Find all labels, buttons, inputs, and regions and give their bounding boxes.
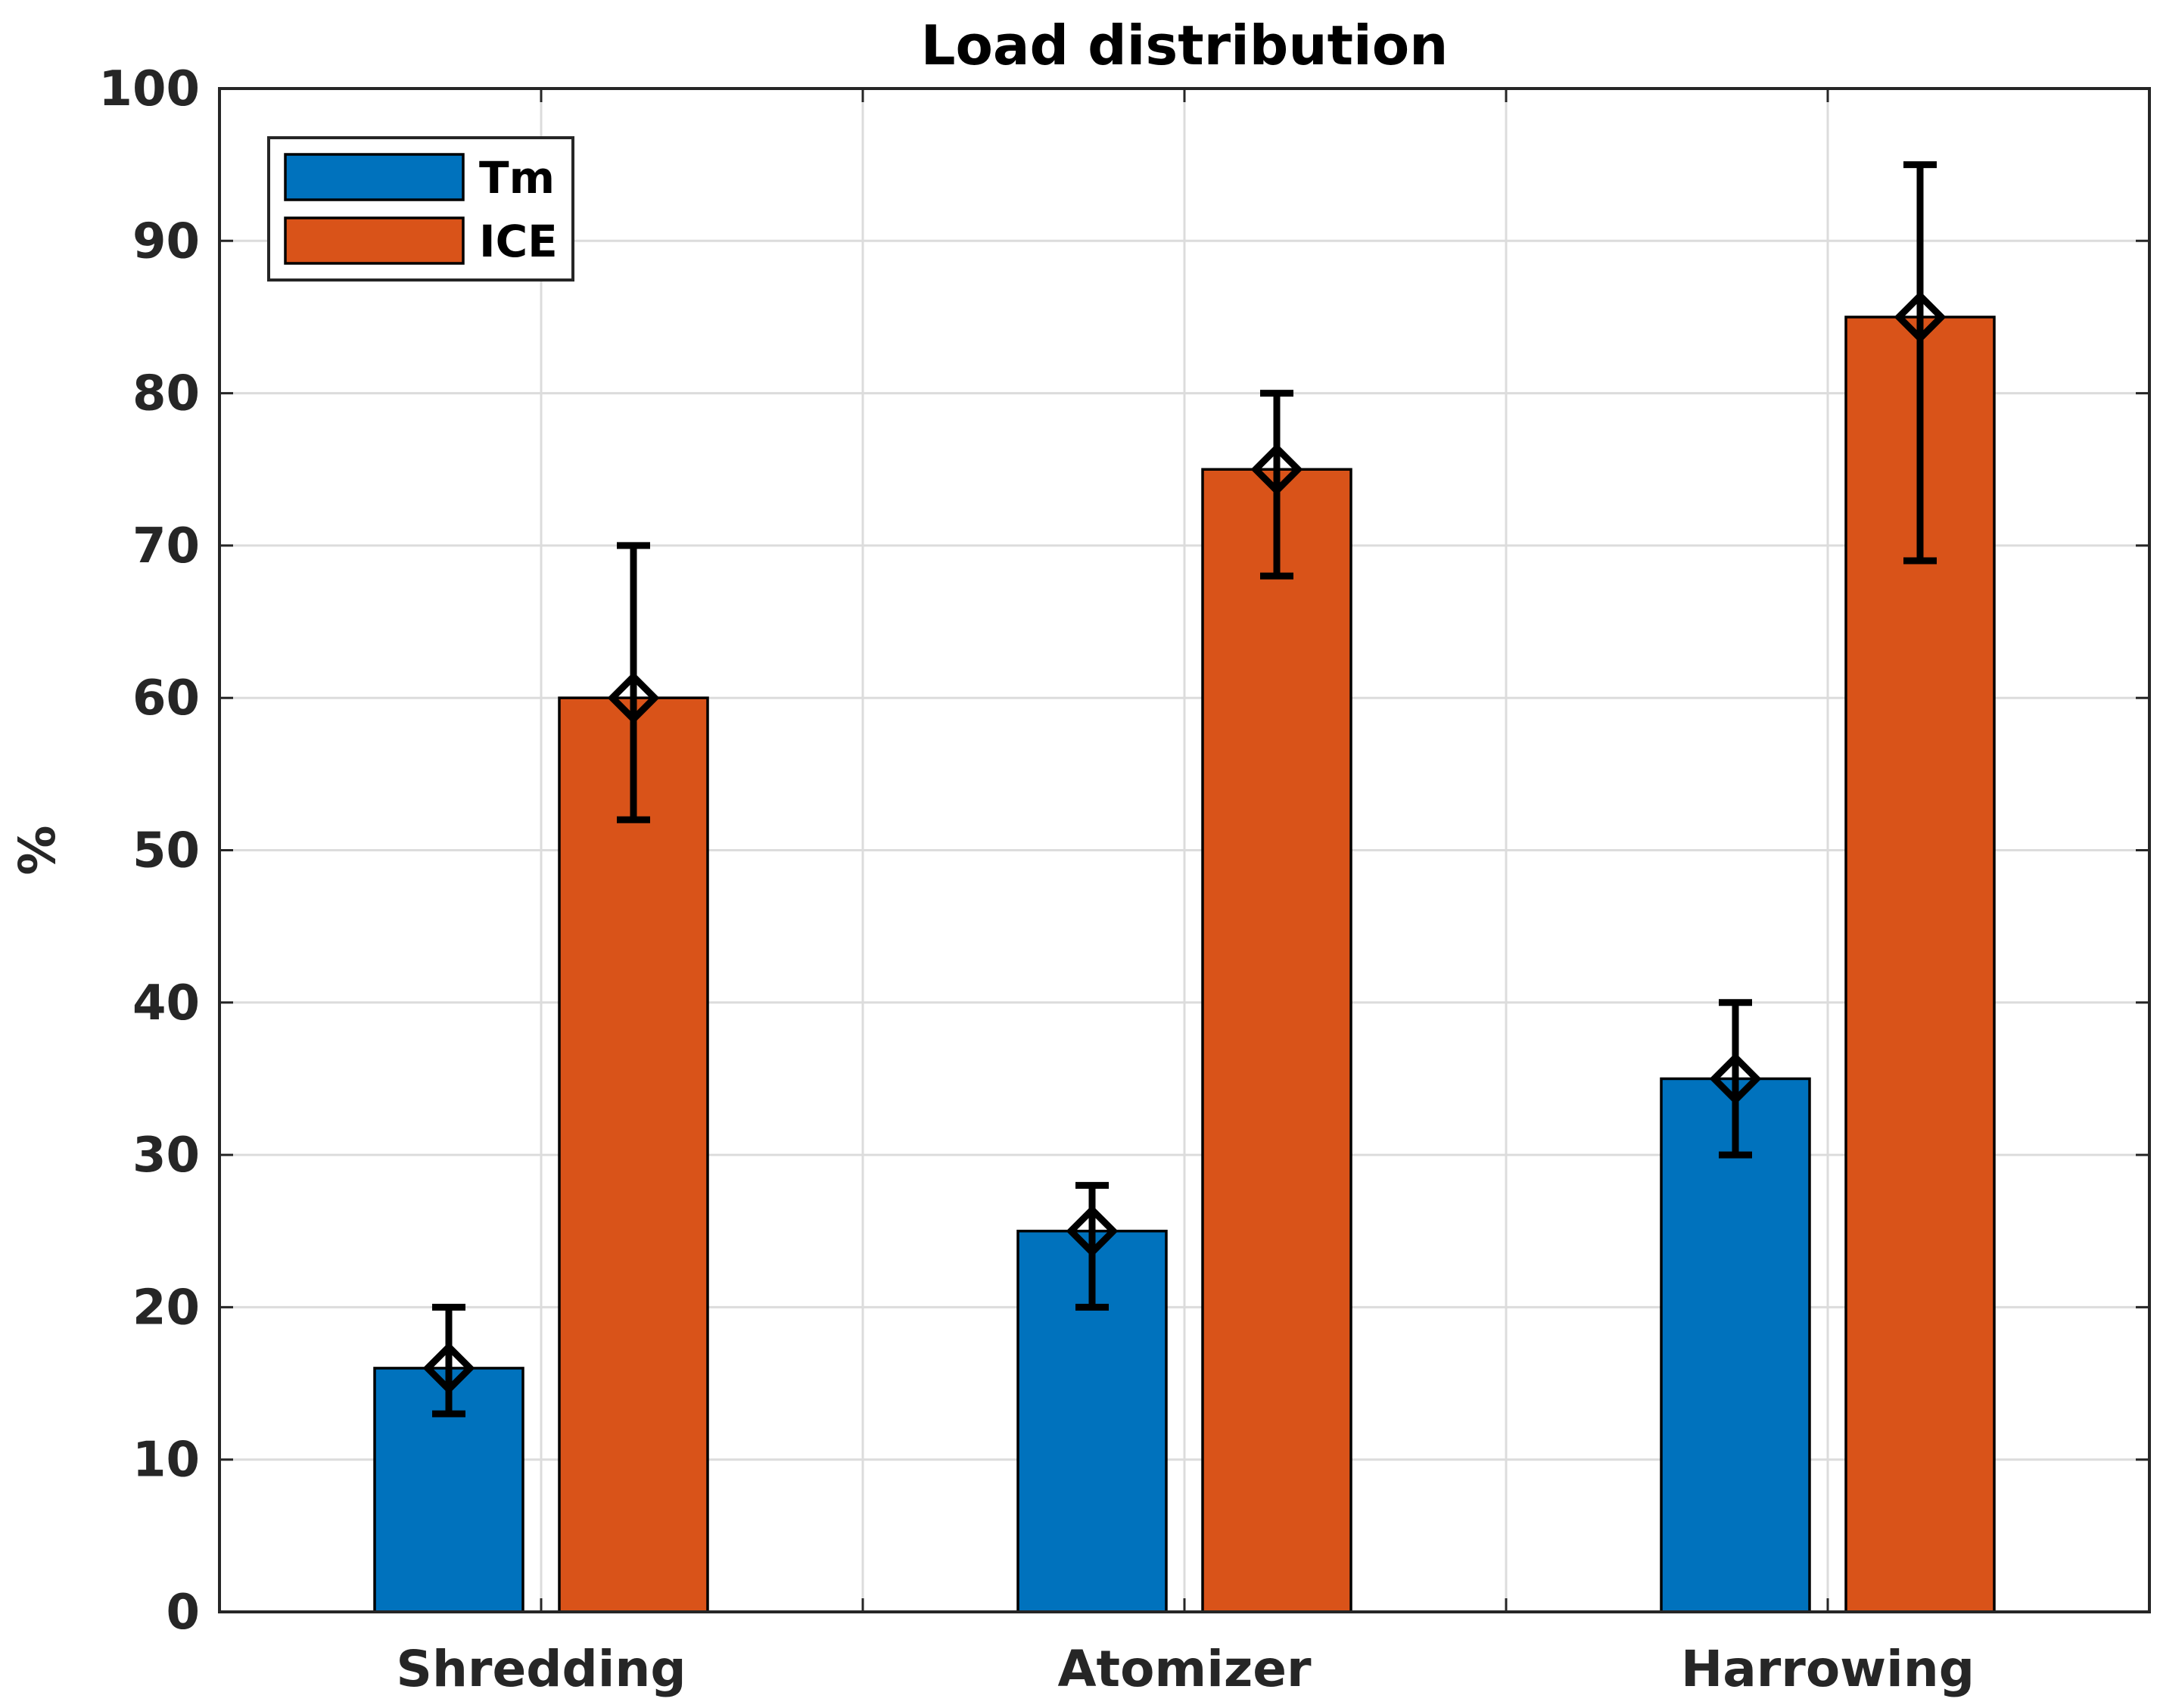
error-bar-tm-atomizer (1066, 1181, 1119, 1311)
y-tick-label: 0 (166, 1585, 200, 1641)
y-tick-label: 90 (132, 213, 200, 269)
error-bar-ice-harrowing (1894, 161, 1947, 565)
legend-swatch-ice (284, 216, 465, 265)
mean-marker-diamond (1250, 443, 1303, 496)
legend-label-tm: Tm (479, 152, 555, 204)
bar-tm-harrowing (1660, 1077, 1811, 1613)
y-tick-label: 40 (132, 975, 200, 1031)
bar-ice-shredding (558, 696, 709, 1613)
y-tick-label: 100 (98, 61, 200, 117)
x-category-label: Atomizer (1057, 1640, 1312, 1698)
legend-label-ice: ICE (479, 216, 558, 267)
x-category-label: Shredding (396, 1640, 686, 1698)
y-tick-label: 70 (132, 518, 200, 574)
bar-ice-atomizer (1201, 468, 1352, 1613)
error-bar-ice-atomizer (1250, 390, 1303, 580)
error-bar-tm-shredding (422, 1303, 475, 1417)
chart-title: Load distribution (921, 14, 1449, 77)
error-bar-ice-shredding (607, 542, 660, 823)
y-tick-label: 20 (132, 1280, 200, 1336)
mean-marker-diamond (1894, 291, 1947, 344)
mean-marker-diamond (1066, 1205, 1119, 1258)
x-category-labels: Shredding Atomizer Harrowing (396, 1640, 1975, 1698)
axis-ticks (219, 87, 2149, 1613)
y-axis-label: % (8, 825, 67, 875)
y-tick-labels: 0 10 20 30 40 50 60 70 80 90 100 (98, 61, 200, 1641)
legend: Tm ICE (267, 136, 574, 282)
y-tick-label: 30 (132, 1128, 200, 1184)
y-tick-label: 80 (132, 366, 200, 422)
mean-marker-diamond (1709, 1053, 1762, 1105)
y-tick-label: 60 (132, 670, 200, 726)
y-tick-label: 10 (132, 1433, 200, 1489)
x-category-label: Harrowing (1681, 1640, 1975, 1698)
legend-swatch-tm (284, 153, 465, 201)
mean-marker-diamond (422, 1342, 475, 1395)
mean-marker-diamond (607, 671, 660, 724)
error-bar-tm-harrowing (1709, 999, 1762, 1159)
y-tick-label: 50 (132, 823, 200, 879)
error-bars (422, 161, 1947, 1417)
